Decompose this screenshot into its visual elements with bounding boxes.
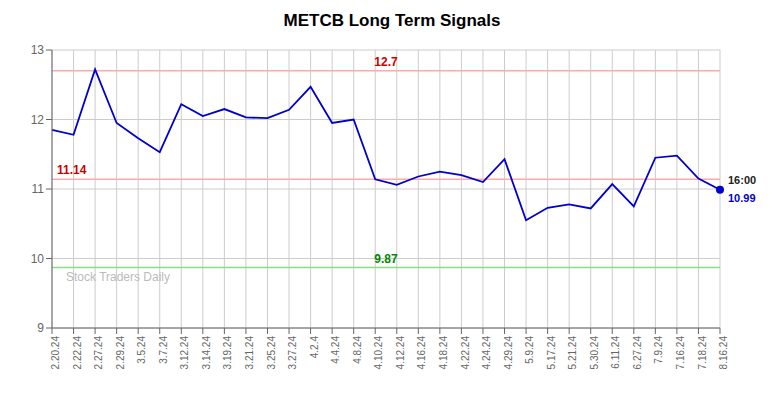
svg-text:3.12.24: 3.12.24 (179, 336, 190, 370)
svg-text:4.16.24: 4.16.24 (416, 336, 427, 370)
html-text:Stock Traders Daily: Stock Traders Daily (66, 270, 170, 284)
svg-text:4.22.24: 4.22.24 (460, 336, 471, 370)
svg-text:9: 9 (37, 321, 44, 335)
svg-text:10: 10 (31, 252, 45, 266)
svg-text:4.8.24: 4.8.24 (352, 336, 363, 364)
svg-text:2.22.24: 2.22.24 (72, 336, 83, 370)
svg-text:11.14: 11.14 (57, 163, 87, 177)
svg-text:3.5.24: 3.5.24 (136, 336, 147, 364)
svg-text:8.16.24: 8.16.24 (718, 336, 729, 370)
svg-text:4.10.24: 4.10.24 (373, 336, 384, 370)
svg-text:13: 13 (31, 43, 45, 57)
svg-text:5.21.24: 5.21.24 (567, 336, 578, 370)
svg-text:9.87: 9.87 (374, 252, 398, 266)
svg-text:3.14.24: 3.14.24 (201, 336, 212, 370)
svg-text:6.11.24: 6.11.24 (610, 336, 621, 369)
svg-text:7.18.24: 7.18.24 (697, 336, 708, 370)
svg-text:4.18.24: 4.18.24 (438, 336, 449, 370)
svg-text:4.24.24: 4.24.24 (481, 336, 492, 370)
svg-text:4.12.24: 4.12.24 (395, 336, 406, 370)
svg-text:4.29.24: 4.29.24 (503, 336, 514, 370)
svg-text:10.99: 10.99 (728, 192, 756, 204)
html-text:METCB Long Term Signals: METCB Long Term Signals (283, 11, 501, 30)
svg-text:3.7.24: 3.7.24 (158, 336, 169, 364)
svg-text:11: 11 (32, 182, 45, 196)
svg-text:5.9.24: 5.9.24 (524, 336, 535, 364)
svg-text:4.2.4: 4.2.4 (309, 336, 320, 359)
svg-text:2.27.24: 2.27.24 (93, 336, 104, 370)
svg-text:3.21.24: 3.21.24 (244, 336, 255, 370)
svg-text:5.30.24: 5.30.24 (589, 336, 600, 370)
svg-text:7.16.24: 7.16.24 (675, 336, 686, 370)
svg-text:2.29.24: 2.29.24 (115, 336, 126, 370)
svg-text:2.20.24: 2.20.24 (50, 336, 61, 370)
svg-text:12: 12 (31, 113, 45, 127)
svg-text:3.19.24: 3.19.24 (222, 336, 233, 370)
svg-text:3.27.24: 3.27.24 (287, 336, 298, 370)
svg-text:4.4.24: 4.4.24 (330, 336, 341, 364)
svg-text:12.7: 12.7 (374, 55, 398, 69)
svg-text:16:00: 16:00 (728, 174, 756, 186)
svg-text:5.17.24: 5.17.24 (546, 336, 557, 370)
svg-text:6.27.24: 6.27.24 (632, 336, 643, 370)
svg-text:7.9.24: 7.9.24 (653, 336, 664, 364)
svg-text:3.25.24: 3.25.24 (266, 336, 277, 370)
